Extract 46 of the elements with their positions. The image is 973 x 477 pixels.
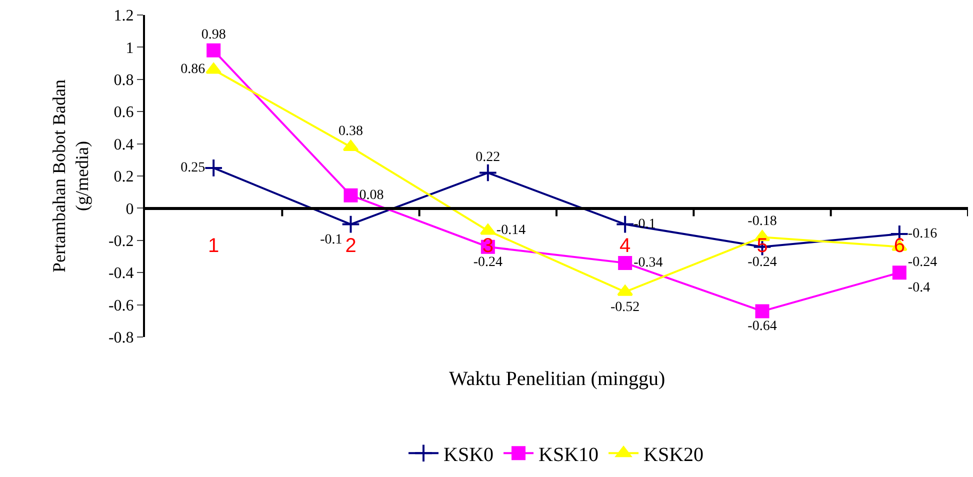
data-label: 0.38 <box>338 124 363 140</box>
data-label: -0.24 <box>473 254 503 270</box>
data-label: -0.64 <box>748 319 777 334</box>
y-tick-label: 0.8 <box>114 72 134 89</box>
data-label: 0.25 <box>180 160 206 176</box>
y-axis-title: Pertambahan Bobot Badan (g/media) <box>48 80 92 272</box>
data-label: 0.86 <box>180 62 206 78</box>
point <box>618 256 632 270</box>
data-label: -0.24 <box>908 254 938 270</box>
y-tick-label: -0.4 <box>108 265 134 282</box>
point <box>206 43 221 58</box>
point <box>341 214 360 234</box>
legend-label: KSK10 <box>538 444 599 466</box>
data-label: 0.22 <box>476 150 500 165</box>
x-tick-label: 1 <box>208 235 220 258</box>
point <box>204 158 223 178</box>
point <box>755 304 770 318</box>
point <box>892 266 906 280</box>
point <box>344 188 358 202</box>
data-label: -0.1 <box>320 232 342 248</box>
y-tick-label: 1.2 <box>114 8 134 25</box>
data-label: -0.16 <box>908 226 938 242</box>
legend-label: KSK20 <box>644 444 704 466</box>
x-tick-label: 4 <box>620 235 631 258</box>
y-tick-label: -0.8 <box>108 330 134 347</box>
data-label: -0.18 <box>748 214 777 230</box>
data-label: -0.14 <box>496 223 526 238</box>
y-tick-label: -0.2 <box>108 233 134 250</box>
data-label: -0.4 <box>908 280 930 296</box>
y-tick-label: 0.6 <box>114 104 134 122</box>
data-label: -0.52 <box>610 300 640 315</box>
x-axis-title: Waktu Penelitian (minggu) <box>449 368 666 390</box>
data-label: 0.08 <box>359 188 384 203</box>
data-label: 0.98 <box>201 27 226 42</box>
x-tick-label: 2 <box>345 235 356 258</box>
y-tick-label: 0 <box>126 200 134 218</box>
point <box>616 214 634 234</box>
y-tick-label: 0.4 <box>114 136 134 154</box>
point <box>478 163 498 182</box>
x-tick-label: 3 <box>482 235 494 258</box>
legend-label: KSK0 <box>444 444 494 466</box>
y-tick-label: 1 <box>126 40 134 57</box>
y-tick-label: -0.6 <box>108 297 134 314</box>
data-label: -0.24 <box>748 254 777 270</box>
data-label: -0.34 <box>634 255 663 270</box>
y-tick-label: 0.2 <box>114 168 134 186</box>
